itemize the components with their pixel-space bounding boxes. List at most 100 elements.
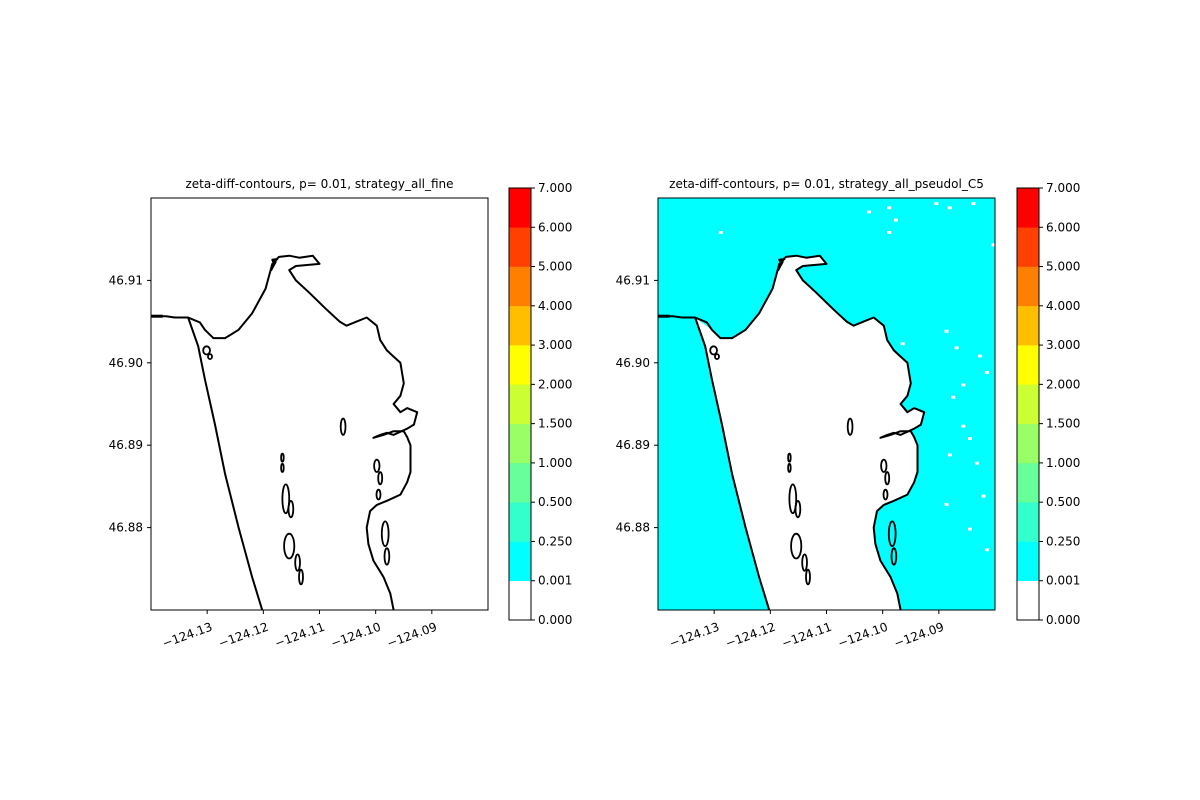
- colorbar-tick-label: 0.001: [1046, 574, 1080, 588]
- island-contour: [207, 353, 213, 361]
- water-speck: [991, 243, 995, 247]
- colorbar-segment: [1017, 541, 1039, 582]
- water-speck: [718, 231, 723, 234]
- water-speck: [984, 371, 989, 374]
- colorbar-tick-label: 0.000: [1046, 613, 1080, 627]
- colorbar-tick-label: 6.000: [538, 220, 572, 234]
- colorbar-tick-label: 0.500: [538, 495, 572, 509]
- colorbar-segment: [509, 227, 531, 267]
- island-contour: [790, 532, 803, 560]
- water-speck: [978, 354, 983, 358]
- colorbar-tick-label: 4.000: [538, 299, 572, 313]
- y-tick-label: 46.88: [616, 521, 650, 535]
- x-tick-label: −124.11: [273, 620, 327, 651]
- island-contour: [339, 417, 347, 436]
- colorbar-tick-label: 5.000: [1046, 260, 1080, 274]
- island-contour: [880, 458, 888, 473]
- x-tick-label: −124.10: [836, 620, 890, 651]
- colorbar-segment: [1017, 423, 1039, 464]
- colorbar-tick-label: 7.000: [1046, 181, 1080, 195]
- colorbar-segment: [1017, 188, 1039, 228]
- water-speck: [961, 424, 966, 428]
- island-contour: [882, 488, 889, 501]
- island-contour: [884, 471, 891, 486]
- coastline-beach: [694, 317, 771, 610]
- water-speck: [984, 548, 989, 552]
- water-speck: [887, 231, 892, 234]
- island-contour: [294, 553, 301, 572]
- colorbar-tick-label: 6.000: [1046, 220, 1080, 234]
- island-contour: [298, 568, 304, 586]
- island-contour: [283, 532, 296, 560]
- coastline-main: [151, 254, 419, 610]
- water-speck: [968, 437, 972, 440]
- x-tick-label: −124.12: [217, 620, 271, 651]
- x-tick-label: −124.13: [160, 620, 214, 651]
- water-speck: [866, 210, 871, 214]
- colorbar-segment: [509, 188, 531, 228]
- colorbar-tick-label: 5.000: [538, 260, 572, 274]
- colorbar-segment: [1017, 462, 1039, 503]
- water-speck: [951, 395, 956, 399]
- x-tick-label: −124.12: [724, 620, 778, 651]
- water-speck: [893, 218, 898, 222]
- island-contour: [380, 520, 390, 548]
- island-contour: [846, 417, 854, 436]
- island-contour: [280, 462, 285, 473]
- x-tick-label: −124.09: [385, 620, 439, 651]
- colorbar-segment: [509, 502, 531, 542]
- colorbar-tick-label: 1.000: [1046, 456, 1080, 470]
- colorbar-frame: [508, 187, 532, 621]
- island-contour: [794, 499, 802, 519]
- panel-title: zeta-diff-contours, p= 0.01, strategy_al…: [669, 177, 984, 191]
- colorbar-tick-label: 0.000: [538, 613, 572, 627]
- island-contour: [890, 547, 898, 566]
- y-tick-label: 46.91: [109, 273, 143, 287]
- x-tick-label: −124.10: [329, 620, 383, 651]
- colorbar-segment: [509, 462, 531, 503]
- x-tick-label: −124.13: [667, 620, 721, 651]
- colorbar-tick-label: 1.500: [1046, 417, 1080, 431]
- colorbar-segment: [509, 345, 531, 385]
- colorbar-segment: [1017, 384, 1039, 424]
- colorbar-segment: [1017, 227, 1039, 267]
- colorbar-segment: [509, 384, 531, 424]
- water-speck: [944, 502, 949, 506]
- y-tick-label: 46.88: [109, 521, 143, 535]
- y-tick-label: 46.91: [616, 273, 650, 287]
- colorbar-tick-label: 1.500: [538, 417, 572, 431]
- land-region: [695, 255, 925, 610]
- water-speck: [954, 346, 959, 350]
- colorbar-tick-label: 2.000: [1046, 377, 1080, 391]
- water-speck: [947, 453, 952, 457]
- island-contour: [787, 452, 792, 463]
- water-speck: [947, 206, 952, 210]
- colorbar-tick-label: 3.000: [1046, 338, 1080, 352]
- colorbar-tick-label: 4.000: [1046, 299, 1080, 313]
- coastline-beach: [187, 317, 264, 610]
- colorbar-segment: [1017, 305, 1039, 346]
- y-tick-label: 46.90: [616, 356, 650, 370]
- colorbar-tick-label: 0.500: [1046, 495, 1080, 509]
- water-speck: [887, 206, 892, 210]
- island-contour: [709, 345, 718, 356]
- y-tick-label: 46.90: [109, 356, 143, 370]
- island-contour: [714, 353, 720, 361]
- x-tick-label: −124.09: [892, 620, 946, 651]
- island-contour: [280, 452, 285, 463]
- water-speck: [974, 461, 979, 465]
- island-contour: [377, 471, 384, 486]
- colorbar-tick-label: 7.000: [538, 181, 572, 195]
- water-speck: [981, 494, 986, 498]
- y-tick-label: 46.89: [109, 438, 143, 452]
- island-contour: [788, 483, 798, 515]
- axes-frame: [150, 197, 489, 611]
- island-contour: [787, 462, 792, 473]
- water-speck: [900, 342, 905, 346]
- colorbar-segment: [509, 580, 531, 621]
- water-speck: [968, 527, 972, 531]
- island-contour: [373, 458, 381, 473]
- colorbar-segment: [1017, 580, 1039, 621]
- panel-strategy-all-fine: zeta-diff-contours, p= 0.01, strategy_al…: [109, 177, 573, 651]
- plot-area: [151, 254, 419, 610]
